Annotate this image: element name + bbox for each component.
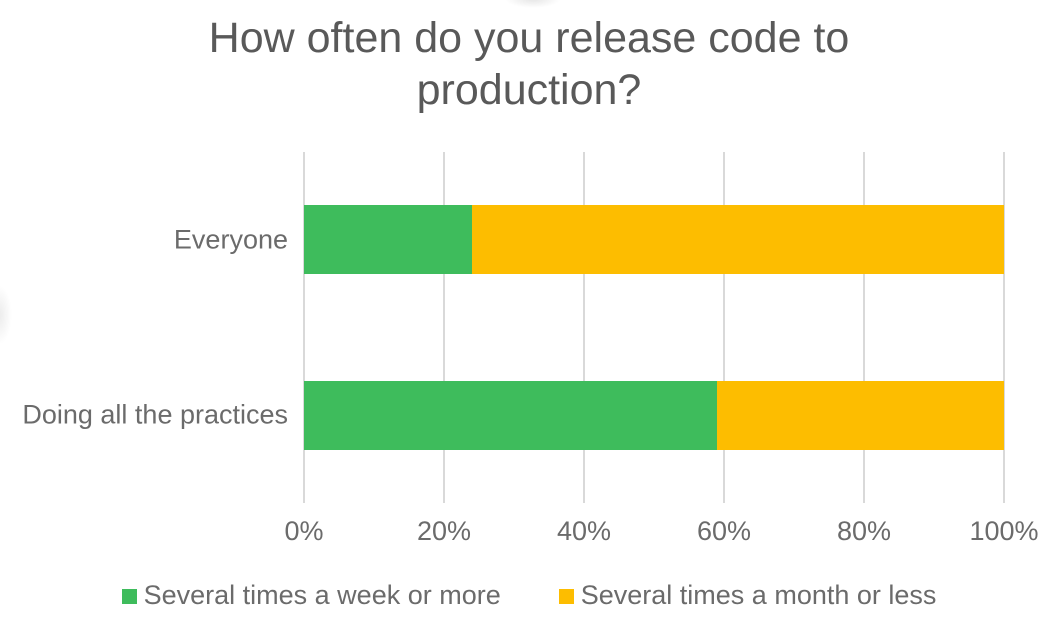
legend-item[interactable]: Several times a week or more xyxy=(121,580,501,611)
x-tick-label: 40% xyxy=(556,516,612,546)
bar-segment[interactable] xyxy=(304,205,472,275)
shadow-artifact-left xyxy=(0,285,12,345)
x-tick-label: 60% xyxy=(696,516,752,546)
bar-row xyxy=(304,380,1005,450)
bar-segment[interactable] xyxy=(304,380,717,450)
gridline xyxy=(723,152,725,503)
legend-swatch-icon xyxy=(558,589,574,604)
gridline xyxy=(1003,152,1005,503)
category-label: Everyone xyxy=(173,224,288,255)
legend-label: Several times a week or more xyxy=(143,580,501,610)
shadow-artifact-top xyxy=(505,0,561,8)
legend-swatch-icon xyxy=(121,589,137,604)
legend-item[interactable]: Several times a month or less xyxy=(558,580,937,611)
gridline xyxy=(443,152,445,503)
gridline xyxy=(863,152,865,503)
x-tick-label: 100% xyxy=(969,516,1039,546)
x-tick-label: 20% xyxy=(416,516,472,546)
x-tick-label: 0% xyxy=(284,516,324,546)
bar-segment[interactable] xyxy=(717,380,1004,450)
bar-row xyxy=(304,205,1005,275)
gridline xyxy=(303,152,305,503)
x-tick-label: 80% xyxy=(836,516,892,546)
legend: Several times a week or more Several time… xyxy=(0,580,1058,611)
plot-area xyxy=(303,152,1005,503)
category-label: Doing all the practices xyxy=(22,399,288,430)
chart-title: How often do you release code to product… xyxy=(208,14,850,114)
legend-label: Several times a month or less xyxy=(580,580,937,610)
bar-segment[interactable] xyxy=(472,205,1004,275)
gridline xyxy=(583,152,585,503)
